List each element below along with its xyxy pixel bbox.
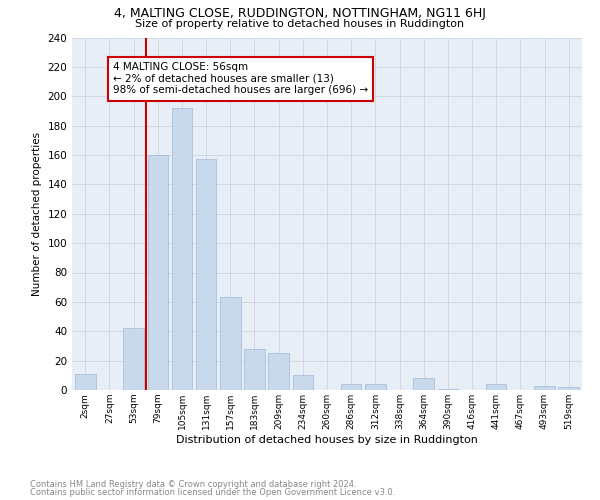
Bar [196,160,217,390]
Bar [148,155,168,390]
Bar [534,386,555,390]
Bar [341,384,361,390]
Bar [244,349,265,390]
Bar [486,384,506,390]
Bar [75,374,95,390]
Text: 4, MALTING CLOSE, RUDDINGTON, NOTTINGHAM, NG11 6HJ: 4, MALTING CLOSE, RUDDINGTON, NOTTINGHAM… [114,8,486,20]
Bar [365,384,386,390]
Bar [437,388,458,390]
Bar [268,354,289,390]
Bar [172,108,192,390]
Text: Size of property relative to detached houses in Ruddington: Size of property relative to detached ho… [136,19,464,29]
Bar [220,298,241,390]
Text: Contains public sector information licensed under the Open Government Licence v3: Contains public sector information licen… [30,488,395,497]
Bar [559,387,579,390]
Text: 4 MALTING CLOSE: 56sqm
← 2% of detached houses are smaller (13)
98% of semi-deta: 4 MALTING CLOSE: 56sqm ← 2% of detached … [113,62,368,96]
Bar [293,376,313,390]
Y-axis label: Number of detached properties: Number of detached properties [32,132,42,296]
Text: Contains HM Land Registry data © Crown copyright and database right 2024.: Contains HM Land Registry data © Crown c… [30,480,356,489]
Bar [413,378,434,390]
X-axis label: Distribution of detached houses by size in Ruddington: Distribution of detached houses by size … [176,434,478,444]
Bar [124,328,144,390]
